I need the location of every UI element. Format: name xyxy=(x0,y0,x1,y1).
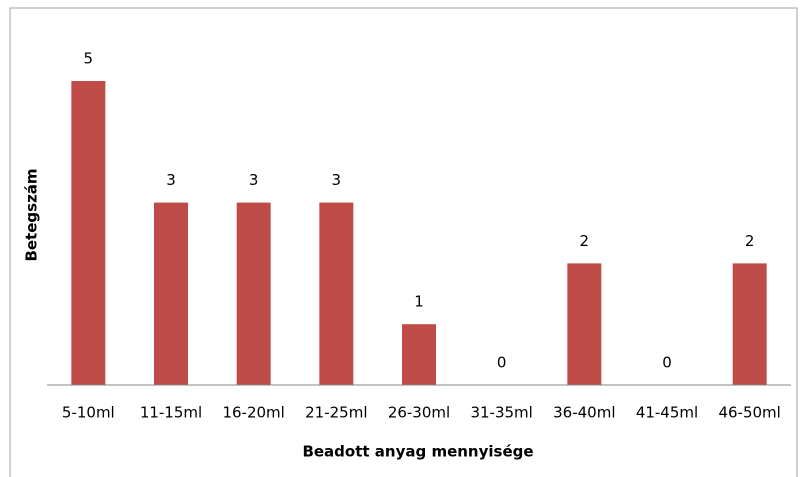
data-label: 3 xyxy=(332,171,342,189)
bar xyxy=(319,202,354,385)
data-label: 1 xyxy=(414,293,424,311)
x-axis-title: Beadott anyag mennyisége xyxy=(302,443,533,461)
bar xyxy=(154,202,188,385)
y-axis-title: Betegszám xyxy=(23,168,41,261)
bar xyxy=(567,263,602,385)
x-tick-label: 5-10ml xyxy=(62,404,115,422)
x-tick-label: 46-50ml xyxy=(718,404,780,422)
bar xyxy=(732,263,767,385)
data-label: 3 xyxy=(166,171,176,189)
x-tick-label: 36-40ml xyxy=(553,404,615,422)
bar xyxy=(236,202,271,385)
x-tick-label: 41-45ml xyxy=(636,404,698,422)
data-label: 5 xyxy=(84,50,94,68)
bar xyxy=(402,324,436,385)
data-label: 3 xyxy=(249,171,259,189)
bar xyxy=(71,81,106,385)
data-label: 0 xyxy=(497,354,507,372)
x-tick-label: 26-30ml xyxy=(388,404,450,422)
chart-frame xyxy=(9,7,798,477)
x-tick-label: 21-25ml xyxy=(305,404,367,422)
x-tick-label: 16-20ml xyxy=(222,404,284,422)
x-tick-label: 11-15ml xyxy=(140,404,202,422)
x-tick-label: 31-35ml xyxy=(470,404,532,422)
data-label: 2 xyxy=(580,232,590,250)
data-label: 2 xyxy=(745,232,755,250)
data-label: 0 xyxy=(662,354,672,372)
